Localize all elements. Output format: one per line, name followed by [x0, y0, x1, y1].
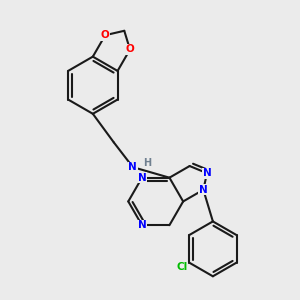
Text: H: H — [143, 158, 152, 168]
Text: O: O — [101, 30, 110, 40]
Text: Cl: Cl — [177, 262, 188, 272]
Text: N: N — [138, 173, 146, 183]
Text: N: N — [199, 185, 208, 195]
Text: N: N — [138, 220, 146, 230]
Text: N: N — [128, 162, 137, 172]
Text: N: N — [202, 168, 211, 178]
Text: O: O — [126, 44, 134, 55]
